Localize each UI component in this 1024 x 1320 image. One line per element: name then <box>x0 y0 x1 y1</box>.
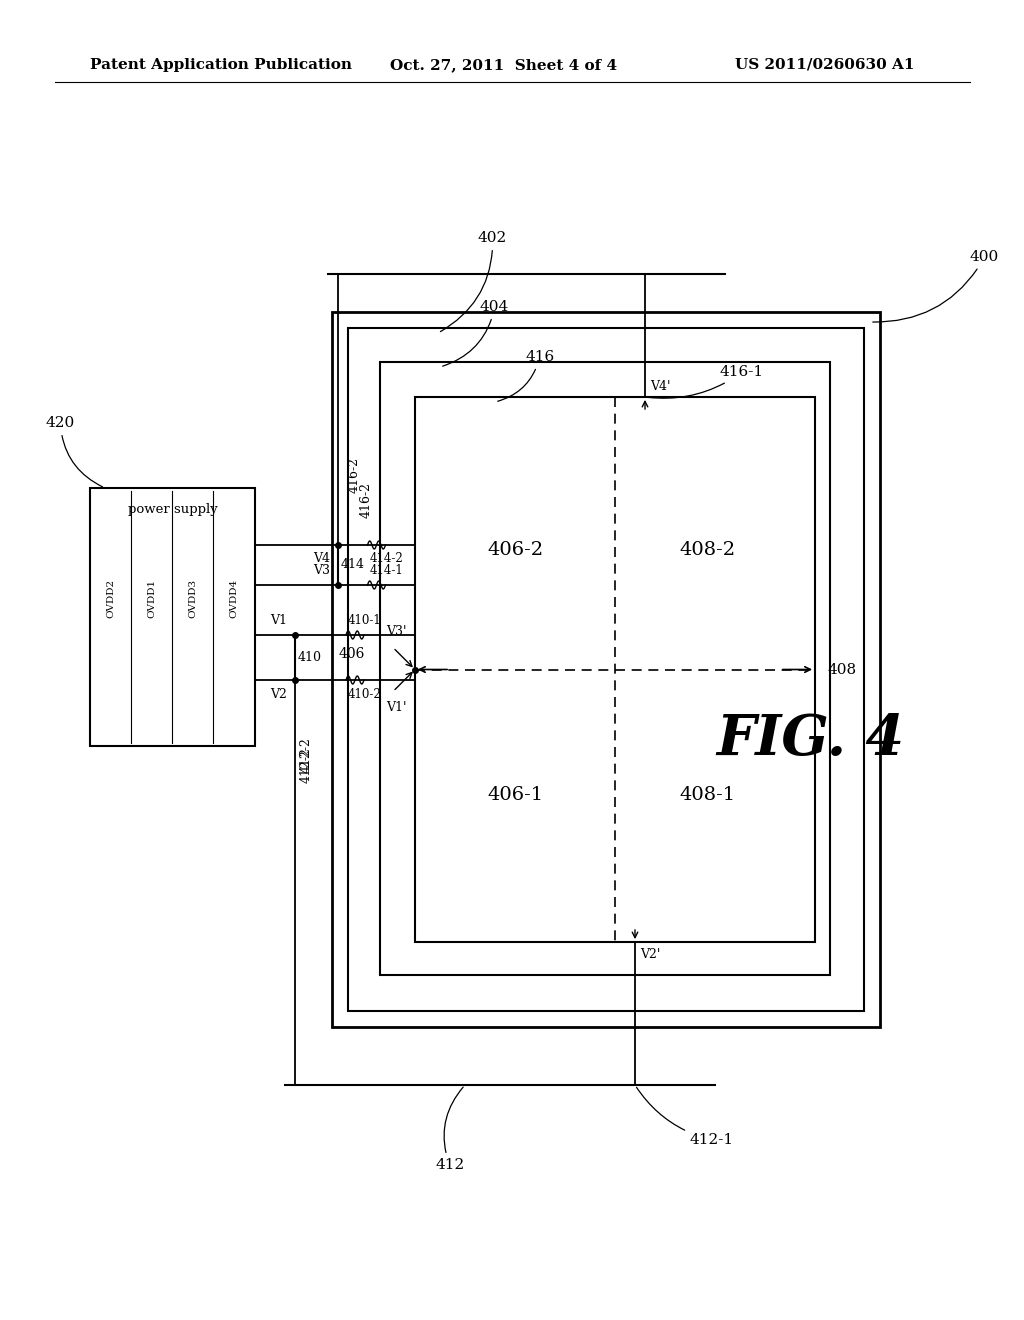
Text: 410: 410 <box>298 651 322 664</box>
Text: 414: 414 <box>341 558 365 572</box>
Bar <box>415 397 815 942</box>
Bar <box>332 312 880 1027</box>
Text: 412: 412 <box>435 1088 464 1172</box>
Text: 406: 406 <box>339 648 365 661</box>
Text: 416-2: 416-2 <box>360 482 373 517</box>
Text: 410-1: 410-1 <box>348 615 382 627</box>
Text: Oct. 27, 2011  Sheet 4 of 4: Oct. 27, 2011 Sheet 4 of 4 <box>390 58 617 73</box>
Text: 412-1: 412-1 <box>637 1088 734 1147</box>
Text: 400: 400 <box>872 249 999 322</box>
Text: 416-2: 416-2 <box>348 457 361 492</box>
Text: 412-2: 412-2 <box>300 747 313 783</box>
Text: power supply: power supply <box>128 503 217 516</box>
Text: 416: 416 <box>498 350 554 401</box>
Bar <box>348 327 864 1011</box>
Text: 406-1: 406-1 <box>487 785 543 804</box>
Text: 416-1: 416-1 <box>648 366 764 399</box>
Text: V3: V3 <box>313 565 330 578</box>
Text: 408: 408 <box>827 663 856 676</box>
Text: 412-2: 412-2 <box>300 737 313 774</box>
Text: OVDD4: OVDD4 <box>229 578 239 618</box>
Text: OVDD2: OVDD2 <box>106 578 116 618</box>
Text: V4': V4' <box>650 380 671 393</box>
Text: V1: V1 <box>270 615 287 627</box>
Text: US 2011/0260630 A1: US 2011/0260630 A1 <box>735 58 914 73</box>
Text: V4: V4 <box>313 553 330 565</box>
Text: 420: 420 <box>46 416 102 487</box>
Text: OVDD1: OVDD1 <box>147 578 157 618</box>
Text: 408-1: 408-1 <box>679 785 735 804</box>
Bar <box>380 362 830 975</box>
Text: 410-2: 410-2 <box>348 688 382 701</box>
Text: V2': V2' <box>640 948 660 961</box>
Text: V2: V2 <box>270 688 287 701</box>
Text: 404: 404 <box>442 300 509 366</box>
Text: 402: 402 <box>440 231 507 331</box>
Bar <box>90 488 255 746</box>
Text: 408-2: 408-2 <box>679 541 735 558</box>
Text: 406-2: 406-2 <box>487 541 543 558</box>
Text: 414-2: 414-2 <box>370 553 403 565</box>
Text: 414-1: 414-1 <box>370 565 403 578</box>
Text: V1': V1' <box>386 701 407 714</box>
Text: OVDD3: OVDD3 <box>188 578 198 618</box>
Text: FIG. 4: FIG. 4 <box>716 713 904 767</box>
Text: V3': V3' <box>386 624 407 638</box>
Text: Patent Application Publication: Patent Application Publication <box>90 58 352 73</box>
